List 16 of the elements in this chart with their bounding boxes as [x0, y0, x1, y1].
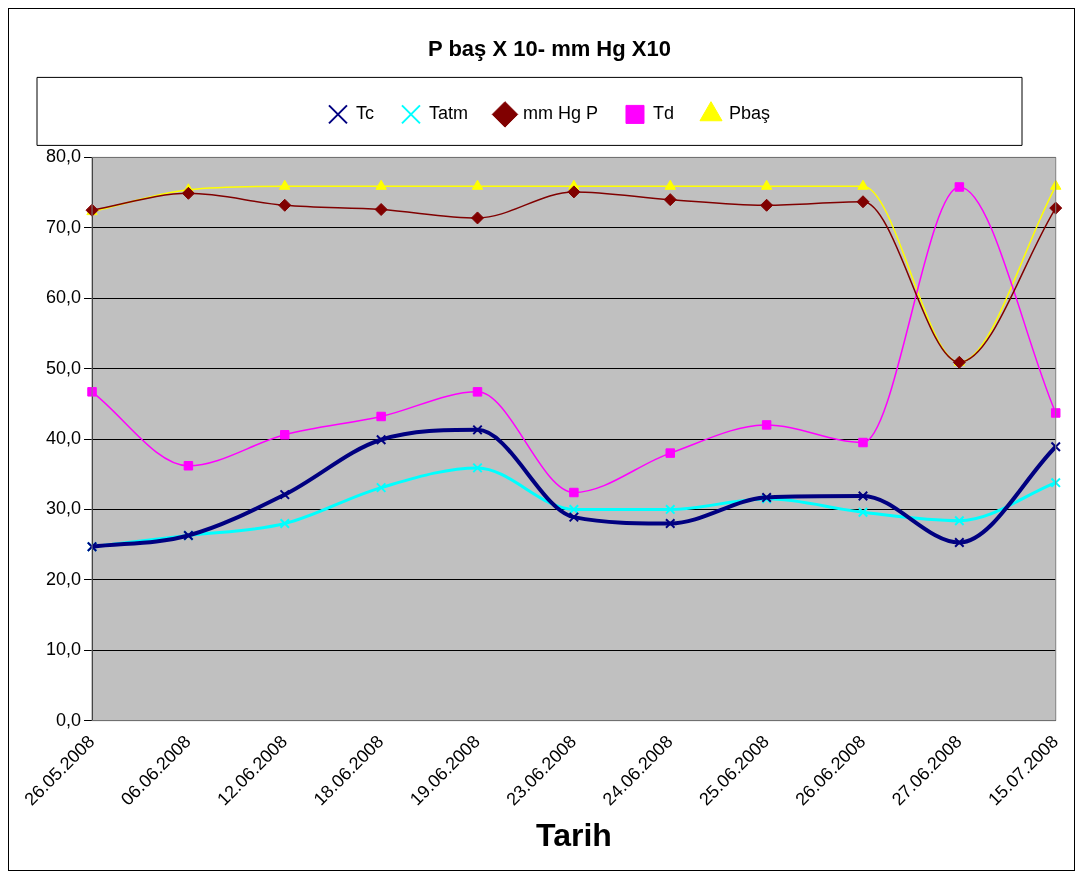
legend-label: mm Hg P — [522, 103, 598, 124]
y-tick-label: 60,0 — [45, 287, 82, 308]
y-tick-label: 30,0 — [45, 498, 82, 519]
legend-label: Td — [652, 103, 674, 124]
legend-label: Tc — [355, 103, 374, 124]
x-axis-title: Tarih — [535, 816, 612, 853]
y-tick-label: 70,0 — [45, 216, 82, 237]
legend-label: Tatm — [428, 103, 468, 124]
chart-title: P baş X 10- mm Hg X10 — [428, 36, 671, 62]
y-tick-label: 50,0 — [45, 357, 82, 378]
y-tick-label: 80,0 — [45, 146, 82, 167]
y-tick-label: 10,0 — [45, 639, 82, 660]
legend-label: Pbaş — [729, 103, 771, 124]
y-tick-label: 20,0 — [45, 568, 82, 589]
y-tick-label: 40,0 — [45, 427, 82, 448]
y-tick-label: 0,0 — [56, 709, 82, 730]
